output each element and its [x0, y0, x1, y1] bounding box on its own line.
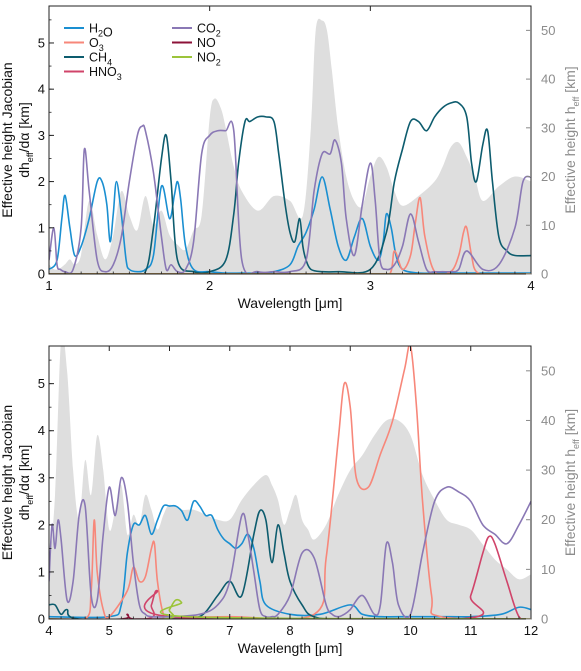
legend-label-ch4: CH4 — [89, 51, 112, 68]
y-right-tick-label: 30 — [541, 120, 555, 135]
y-left-axis-label-unit: dheff/dα [km] — [16, 445, 35, 521]
legend-label-o3: O3 — [89, 36, 104, 53]
y-right-tick-label: 50 — [541, 23, 555, 38]
x-tick-label: 2 — [206, 278, 213, 293]
x-tick-label: 10 — [403, 623, 417, 638]
y-right-tick-label: 50 — [541, 363, 555, 378]
x-tick-label: 4 — [45, 623, 52, 638]
legend-label-co2: CO2 — [197, 22, 221, 39]
y-right-tick-label: 40 — [541, 72, 555, 87]
legend-label-h2o: H2O — [89, 22, 113, 40]
series-line-no2 — [49, 598, 531, 619]
x-tick-label: 8 — [286, 623, 293, 638]
y-left-tick-label: 1 — [38, 220, 45, 235]
x-tick-label: 1 — [45, 278, 52, 293]
panel-bottom: 4 5 6 7 8 9 10 11 1201234501020304050Wavelength … — [0, 345, 581, 656]
y-left-tick-label: 5 — [38, 35, 45, 50]
effective-height-area — [49, 346, 531, 619]
y-right-tick-label: 30 — [541, 463, 555, 478]
y-left-tick-label: 2 — [38, 174, 45, 189]
series-line-co2 — [49, 476, 531, 619]
effective-height-area — [49, 18, 531, 274]
x-axis-label: Wavelength [μm] — [238, 640, 343, 656]
y-right-tick-label: 40 — [541, 413, 555, 428]
x-tick-label: 9 — [347, 623, 354, 638]
plot-area — [49, 346, 531, 619]
series-line-ch4 — [49, 509, 531, 619]
series-line-h2o — [49, 499, 531, 619]
y-left-tick-label: 3 — [38, 128, 45, 143]
y-right-tick-label: 20 — [541, 512, 555, 527]
y-left-tick-label: 0 — [38, 267, 45, 282]
y-left-axis-label: Effective height Jacobian — [0, 405, 15, 560]
legend-label-hno3: HNO3 — [89, 65, 122, 82]
y-right-tick-label: 10 — [541, 562, 555, 577]
y-right-tick-label: 0 — [541, 612, 548, 627]
y-left-tick-label: 5 — [38, 376, 45, 391]
y-left-tick-label: 3 — [38, 470, 45, 485]
x-tick-label: 7 — [226, 623, 233, 638]
y-left-tick-label: 4 — [38, 82, 45, 97]
y-left-axis-label-unit: dheff/dα [km] — [16, 102, 35, 178]
x-tick-label: 3 — [367, 278, 374, 293]
y-left-tick-label: 4 — [38, 423, 45, 438]
x-tick-label: 4 — [527, 278, 534, 293]
y-left-axis-label: Effective height Jacobian — [0, 62, 15, 217]
series-line-hno3 — [49, 535, 531, 619]
legend-label-no: NO — [197, 36, 216, 50]
y-right-tick-label: 20 — [541, 169, 555, 184]
y-left-tick-label: 1 — [38, 564, 45, 579]
y-right-tick-label: 0 — [541, 267, 548, 282]
plot-area — [49, 18, 531, 274]
y-right-axis-label: Effective height heff [km] — [562, 409, 581, 556]
y-left-tick-label: 0 — [38, 612, 45, 627]
legend-label-no2: NO2 — [197, 51, 221, 68]
y-left-tick-label: 2 — [38, 517, 45, 532]
y-right-tick-label: 10 — [541, 218, 555, 233]
x-tick-label: 5 — [106, 623, 113, 638]
x-tick-label: 11 — [464, 623, 478, 638]
x-tick-label: 12 — [524, 623, 538, 638]
x-tick-label: 6 — [166, 623, 173, 638]
y-right-axis-label: Effective height heff [km] — [562, 66, 581, 213]
x-axis-label: Wavelength [μm] — [238, 295, 343, 311]
